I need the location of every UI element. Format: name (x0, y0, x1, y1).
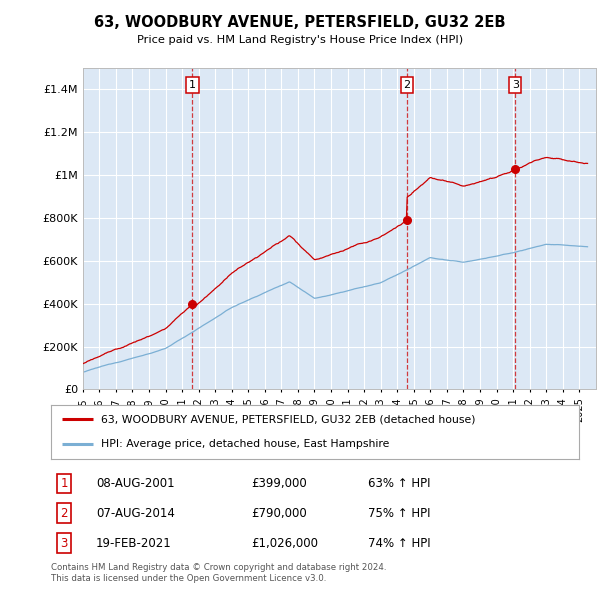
Text: £399,000: £399,000 (251, 477, 307, 490)
Text: Price paid vs. HM Land Registry's House Price Index (HPI): Price paid vs. HM Land Registry's House … (137, 35, 463, 45)
Text: 75% ↑ HPI: 75% ↑ HPI (368, 507, 430, 520)
Text: HPI: Average price, detached house, East Hampshire: HPI: Average price, detached house, East… (101, 440, 389, 450)
Text: £790,000: £790,000 (251, 507, 307, 520)
Text: 08-AUG-2001: 08-AUG-2001 (96, 477, 175, 490)
Text: 2: 2 (403, 80, 410, 90)
Text: 2: 2 (61, 507, 68, 520)
Text: Contains HM Land Registry data © Crown copyright and database right 2024.
This d: Contains HM Land Registry data © Crown c… (51, 563, 386, 583)
Text: 07-AUG-2014: 07-AUG-2014 (96, 507, 175, 520)
Text: 1: 1 (61, 477, 68, 490)
Text: 63, WOODBURY AVENUE, PETERSFIELD, GU32 2EB (detached house): 63, WOODBURY AVENUE, PETERSFIELD, GU32 2… (101, 414, 476, 424)
Text: 3: 3 (512, 80, 519, 90)
Text: 74% ↑ HPI: 74% ↑ HPI (368, 537, 430, 550)
Text: £1,026,000: £1,026,000 (251, 537, 319, 550)
Text: 19-FEB-2021: 19-FEB-2021 (96, 537, 172, 550)
Text: 63% ↑ HPI: 63% ↑ HPI (368, 477, 430, 490)
Text: 63, WOODBURY AVENUE, PETERSFIELD, GU32 2EB: 63, WOODBURY AVENUE, PETERSFIELD, GU32 2… (94, 15, 506, 30)
Text: 1: 1 (189, 80, 196, 90)
Text: 3: 3 (61, 537, 68, 550)
